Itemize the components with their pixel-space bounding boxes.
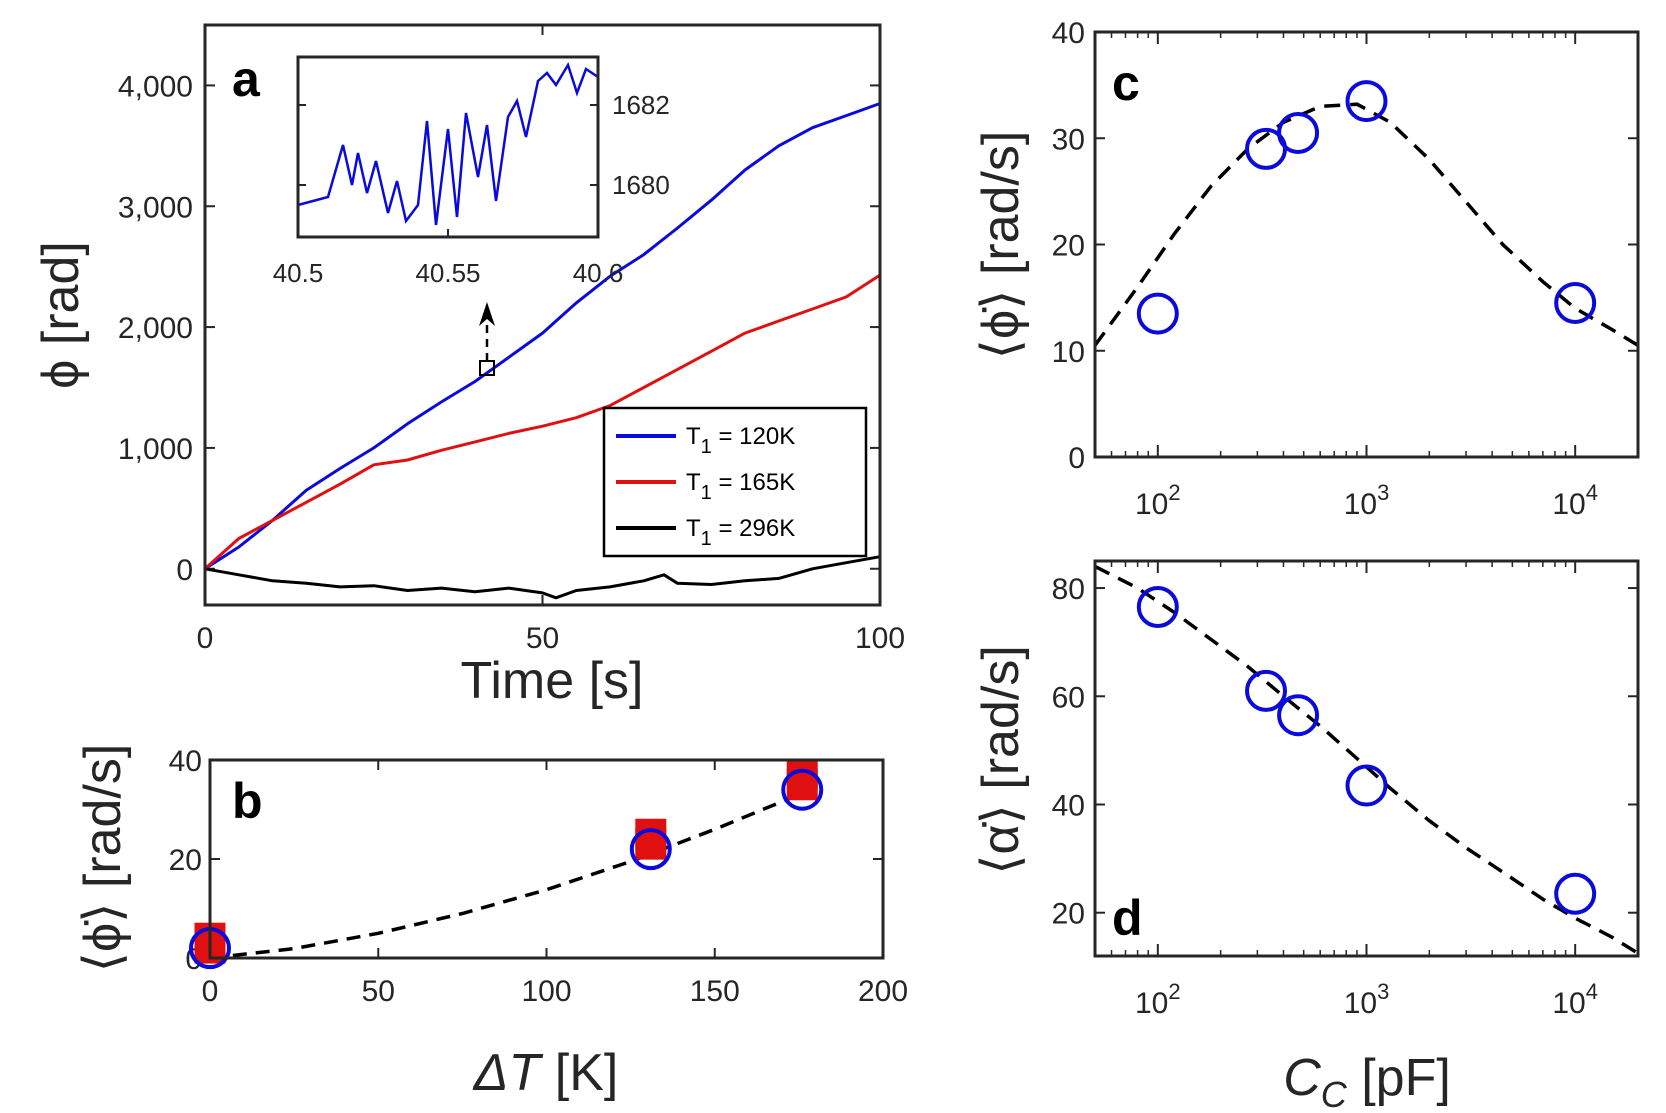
- inset-background: [298, 57, 598, 237]
- x-tick-label: 50: [362, 975, 395, 1008]
- zoom-arrow-head: [479, 302, 495, 326]
- x-tick-label: 0: [197, 622, 214, 655]
- panel-c: 102 103 104 0 10 20 30 40 c ⟨ϕ̇⟩ [rad/s]: [972, 17, 1640, 521]
- y-tick-label: 4,000: [118, 70, 193, 103]
- panel-a: 0 1,000 2,000 3,000 4,000 0 50 100 Time [s] ϕ [ra…: [32, 23, 905, 710]
- data-circle: [1554, 872, 1597, 915]
- inset-y-tick-label: 1680: [612, 170, 670, 200]
- x-tick-label: 0: [202, 975, 219, 1008]
- y-tick-label: 20: [169, 844, 202, 877]
- x-axis-title: CC [pF]: [1283, 1049, 1451, 1113]
- plot-frame-d: [1093, 559, 1640, 958]
- x-tick-label: 104: [1552, 979, 1598, 1020]
- x-tick-label: 103: [1344, 480, 1390, 521]
- plot-frame-a: [203, 23, 882, 607]
- legend-label-1: T1 = 120K: [686, 423, 795, 458]
- x-tick-label: 50: [526, 622, 559, 655]
- x-tick-label: 200: [858, 975, 908, 1008]
- data-circle: [1554, 281, 1597, 324]
- y-tick-label: 40: [1052, 789, 1085, 822]
- y-tick-label: 10: [1052, 336, 1085, 369]
- x-tick-label: 100: [521, 975, 571, 1008]
- series-line-2: [203, 273, 881, 570]
- y-tick-label: 40: [169, 745, 202, 778]
- data-circle: [629, 828, 672, 871]
- y-tick-label: 3,000: [118, 191, 193, 224]
- panel-label-b: b: [232, 773, 263, 829]
- y-axis-title: ⟨ϕ̇⟩ [rad/s]: [74, 744, 132, 973]
- inset-y-tick-label: 1682: [612, 90, 670, 120]
- x-tick-label: 150: [690, 975, 740, 1008]
- y-tick-label: 40: [1052, 17, 1085, 50]
- series-line-1: [204, 102, 881, 571]
- y-tick-label: 0: [1068, 442, 1085, 475]
- x-tick-label: 103: [1344, 979, 1390, 1020]
- legend-label-3: T1 = 296K: [686, 515, 795, 550]
- fit-line: [209, 792, 800, 960]
- data-circle: [1277, 694, 1320, 737]
- panel-d: 102 103 104 20 40 60 80 d ⟨α̇⟩ [rad/s] CC [pF]: [972, 559, 1640, 1113]
- y-tick-label: 20: [1052, 898, 1085, 931]
- x-axis-title: ΔT [K]: [472, 1044, 619, 1102]
- y-axis-title: ϕ [rad]: [32, 241, 90, 389]
- panel-label-a: a: [232, 51, 261, 107]
- panel-label-d: d: [1112, 890, 1143, 946]
- data-circle: [1277, 111, 1320, 154]
- inset-x-tick-label: 40.6: [573, 258, 624, 288]
- data-circle: [1136, 292, 1179, 335]
- panel-label-c: c: [1112, 55, 1140, 111]
- x-tick-label: 102: [1135, 480, 1181, 521]
- inset-frame: [296, 55, 600, 239]
- y-tick-label: 2,000: [118, 312, 193, 345]
- fit-line: [1094, 564, 1639, 955]
- y-axis-title: ⟨α̇⟩ [rad/s]: [972, 645, 1030, 875]
- legend-label-2: T1 = 165K: [686, 469, 795, 504]
- data-circle: [1345, 80, 1388, 123]
- y-tick-label: 30: [1052, 123, 1085, 156]
- y-tick-label: 80: [1052, 573, 1085, 606]
- x-tick-label: 102: [1135, 979, 1181, 1020]
- inset-x-tick-label: 40.55: [415, 258, 480, 288]
- x-axis-title: Time [s]: [461, 652, 644, 710]
- y-axis-title: ⟨ϕ̇⟩ [rad/s]: [972, 131, 1030, 360]
- y-tick-label: 1,000: [118, 433, 193, 466]
- inset-x-tick-label: 40.5: [273, 258, 324, 288]
- y-tick-label: 0: [176, 554, 193, 587]
- inset-line: [297, 61, 599, 226]
- plot-frame-c: [1093, 30, 1640, 459]
- data-circle: [1136, 585, 1179, 628]
- y-tick-label: 60: [1052, 681, 1085, 714]
- series-line-3: [204, 555, 881, 600]
- y-tick-label: 20: [1052, 230, 1085, 263]
- plot-frame-b: [208, 758, 885, 960]
- data-circle: [781, 768, 824, 811]
- x-tick-label: 100: [855, 622, 905, 655]
- x-tick-label: 104: [1552, 480, 1598, 521]
- data-circle: [1345, 764, 1388, 807]
- data-circle: [1245, 669, 1288, 712]
